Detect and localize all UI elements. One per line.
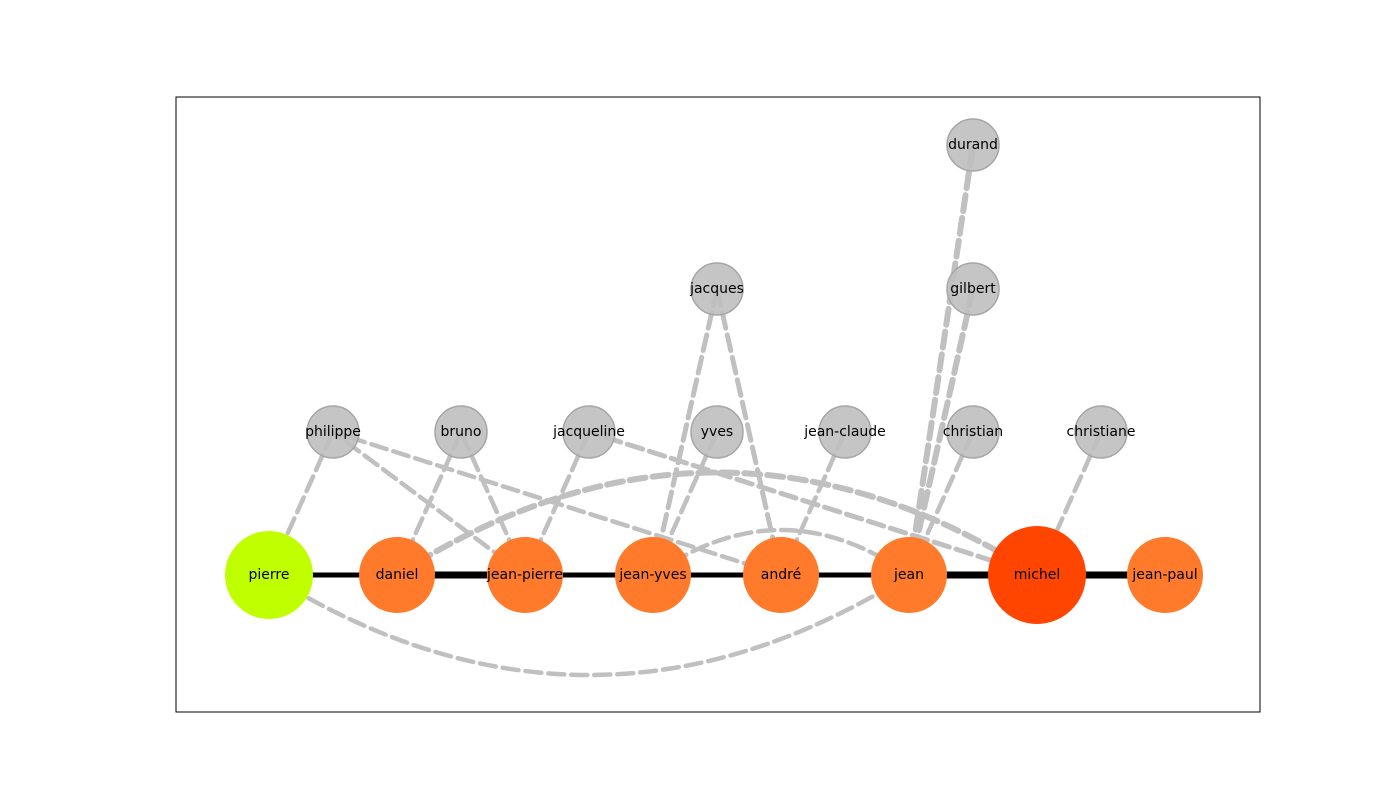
- node-jacqueline: jacqueline: [552, 405, 625, 459]
- node-circle-jean: [871, 537, 947, 613]
- node-label-jacques: jacques: [689, 281, 744, 297]
- node-circle-durand: [946, 118, 1000, 172]
- node-michel: michel: [988, 526, 1086, 624]
- node-label-andre: andré: [761, 567, 801, 583]
- plot-frame: [175, 96, 1261, 713]
- node-label-gilbert: gilbert: [950, 281, 996, 297]
- node-circle-jean-yves: [615, 537, 691, 613]
- node-durand: durand: [946, 118, 1000, 172]
- dashed-edge-andre-jacques: [714, 286, 784, 578]
- node-label-pierre: pierre: [249, 567, 290, 583]
- node-label-jean-paul: jean-paul: [1131, 567, 1197, 583]
- node-circle-michel: [988, 526, 1086, 624]
- node-jacques: jacques: [689, 262, 744, 316]
- dashed-edge-daniel-michel: [394, 469, 1040, 578]
- node-label-philippe: philippe: [305, 424, 361, 440]
- dashed-edge-jean-yves-jean: [650, 527, 912, 578]
- node-circle-jean-pierre: [487, 537, 563, 613]
- node-jean: jean: [871, 537, 947, 613]
- node-philippe: philippe: [305, 405, 361, 459]
- node-christian: christian: [943, 405, 1003, 459]
- dashed-edge-andre-philippe: [330, 429, 784, 578]
- node-jean-claude: jean-claude: [803, 405, 886, 459]
- dashed-edge-jean-durand: [906, 142, 976, 578]
- node-circle-jean-claude: [818, 405, 872, 459]
- dashed-edge-jean-gilbert: [906, 286, 976, 578]
- node-circle-jacqueline: [562, 405, 616, 459]
- node-yves: yves: [690, 405, 744, 459]
- node-pierre: pierre: [225, 531, 313, 619]
- node-jean-paul: jean-paul: [1127, 537, 1203, 613]
- node-christiane: christiane: [1067, 405, 1136, 459]
- node-circle-christian: [946, 405, 1000, 459]
- node-label-bruno: bruno: [441, 424, 482, 440]
- nodes-layer: pierre daniel jean-pierre jean-yves andré jea…: [225, 118, 1203, 624]
- node-label-jean-claude: jean-claude: [803, 424, 886, 440]
- node-bruno: bruno: [434, 405, 488, 459]
- node-label-yves: yves: [701, 424, 733, 440]
- node-label-jean-yves: jean-yves: [618, 567, 686, 583]
- node-daniel: daniel: [359, 537, 435, 613]
- node-circle-pierre: [225, 531, 313, 619]
- node-label-jean: jean: [893, 567, 924, 583]
- node-label-durand: durand: [948, 137, 998, 153]
- node-label-daniel: daniel: [376, 567, 419, 583]
- node-label-christian: christian: [943, 424, 1003, 440]
- node-circle-gilbert: [946, 262, 1000, 316]
- node-circle-daniel: [359, 537, 435, 613]
- dashed-edge-jean-yves-jacques: [650, 286, 720, 578]
- dashed-edge-michel-jacqueline: [586, 429, 1040, 578]
- node-label-jean-pierre: jean-pierre: [486, 567, 563, 583]
- node-circle-christiane: [1074, 405, 1128, 459]
- node-circle-bruno: [434, 405, 488, 459]
- node-label-jacqueline: jacqueline: [552, 424, 625, 440]
- node-andre: andré: [743, 537, 819, 613]
- node-label-michel: michel: [1014, 567, 1061, 583]
- node-circle-philippe: [306, 405, 360, 459]
- dashed-edge-pierre-jean: [266, 572, 912, 678]
- node-gilbert: gilbert: [946, 262, 1000, 316]
- node-circle-yves: [690, 405, 744, 459]
- node-circle-jean-paul: [1127, 537, 1203, 613]
- dashed-edge-jean-pierre-philippe: [330, 429, 528, 578]
- node-label-christiane: christiane: [1067, 424, 1136, 440]
- node-circle-andre: [743, 537, 819, 613]
- node-jean-yves: jean-yves: [615, 537, 691, 613]
- node-jean-pierre: jean-pierre: [486, 537, 563, 613]
- node-circle-jacques: [690, 262, 744, 316]
